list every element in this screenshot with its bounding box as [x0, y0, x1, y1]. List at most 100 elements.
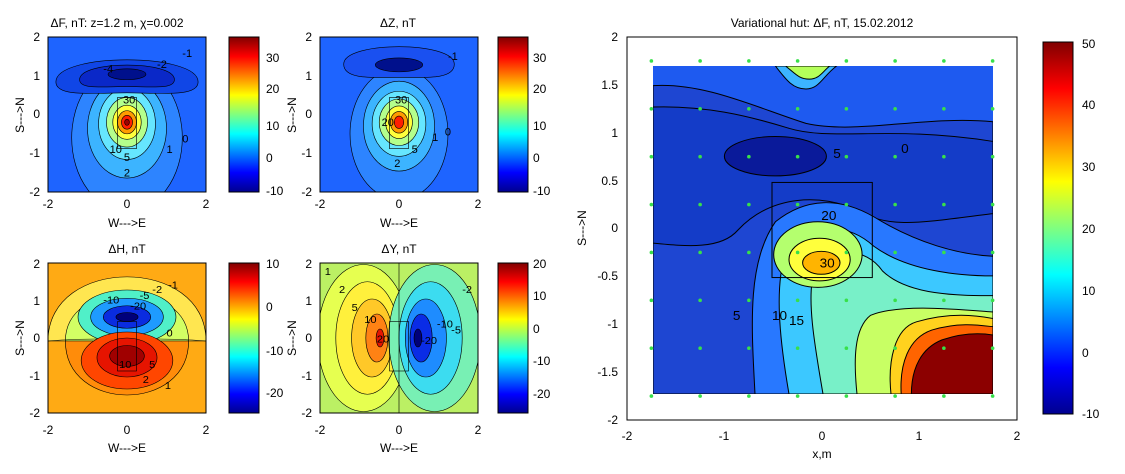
measurement-point [893, 59, 897, 63]
delta-h-contour-label: -2 [152, 284, 162, 296]
panel-delta-h-xaxis: -2 0 2 W--->E [43, 423, 210, 455]
hut-contour-label: 5 [833, 146, 841, 161]
panel-delta-h-colorbar: 10 0 -10 -20 [228, 257, 284, 414]
panel-variational-hut-yaxis: 2 1.5 1 0.5 0 -0.5 -1 -1.5 -2 S--->N [575, 30, 618, 427]
delta-f-contour [124, 118, 130, 126]
panel-delta-z-xaxis: -2 0 2 W--->E [315, 197, 482, 230]
delta-f-contour-label: 0 [182, 133, 188, 145]
x-tick-label: 0 [396, 423, 403, 437]
x-tick-label: 0 [819, 429, 826, 443]
delta-f-contour-label: 2 [124, 168, 130, 180]
panel-delta-f-xaxis: -2 0 2 W--->E [43, 197, 210, 230]
x-tick-label: 2 [1014, 429, 1021, 443]
x-axis-label: W--->E [380, 441, 418, 455]
panel-delta-z-title: ΔZ, nT [380, 16, 417, 30]
panel-delta-f-colorbar: 30 20 10 0 -10 [228, 36, 284, 198]
measurement-point [990, 346, 995, 350]
hut-contour-label: 20 [821, 208, 836, 223]
delta-z-contour-label: 2 [394, 158, 400, 170]
measurement-point [795, 154, 800, 159]
delta-f-body-outline [117, 97, 137, 149]
measurement-point [990, 250, 995, 255]
colorbar-tick-label: 50 [1082, 37, 1096, 51]
measurement-point [990, 202, 995, 207]
colorbar [228, 262, 260, 414]
y-tick-label: 1 [305, 69, 312, 83]
panel-variational-hut-title: Variational hut: ΔF, nT, 15.02.2012 [731, 16, 914, 30]
measurement-point [893, 346, 897, 350]
measurement-point [942, 298, 946, 303]
hut-contour-label: 5 [733, 308, 741, 323]
delta-z-contour-label: 30 [395, 95, 407, 107]
measurement-point [893, 250, 897, 255]
panel-variational-hut-xaxis: -2 -1 0 1 2 x,m [622, 429, 1021, 461]
measurement-point [844, 59, 849, 63]
y-tick-label: 2 [305, 257, 312, 271]
colorbar-tick-label: -10 [533, 354, 551, 368]
delta-f-contour-label: -4 [103, 64, 113, 76]
y-tick-label: 2 [33, 30, 40, 44]
measurement-point [893, 394, 897, 398]
delta-h-contour-label: 1 [165, 380, 171, 392]
measurement-point [942, 394, 946, 398]
hut-contour [784, 66, 831, 80]
measurement-point [698, 154, 702, 159]
y-axis-label: S--->N [13, 97, 27, 133]
measurement-point [698, 346, 702, 350]
colorbar-tick-label: 20 [266, 82, 280, 96]
y-axis-label: S--->N [285, 97, 299, 133]
measurement-point [942, 154, 946, 159]
measurement-point [942, 346, 946, 350]
colorbar-tick-label: -10 [1082, 407, 1100, 421]
colorbar-tick-label: 0 [533, 151, 540, 165]
y-tick-label: 1.5 [601, 78, 618, 92]
colorbar-tick-label: 30 [266, 51, 280, 65]
delta-z-contour-label: -1 [448, 51, 458, 63]
measurement-point [649, 250, 654, 255]
panel-delta-f-axes-box [47, 36, 207, 193]
x-tick-label: -2 [43, 423, 54, 437]
measurement-point [844, 107, 849, 111]
measurement-point [698, 394, 702, 398]
x-axis-label: W--->E [380, 216, 418, 230]
panel-variational-hut: Variational hut: ΔF, nT, 15.02.2012 [575, 16, 1100, 461]
hut-contour-label: 15 [789, 313, 804, 328]
measurement-points [649, 59, 995, 398]
measurement-point [990, 298, 995, 303]
delta-h-contour-label: -1 [168, 280, 178, 292]
y-tick-label: 1 [611, 126, 618, 140]
colorbar-tick-label: -20 [533, 387, 551, 401]
delta-h-contour-label: -20 [130, 301, 146, 313]
measurement-point [698, 202, 702, 207]
delta-y-contour-label: -10 [437, 319, 453, 331]
x-tick-label: 2 [203, 423, 210, 437]
delta-z-contour-label: 0 [445, 127, 451, 139]
panel-delta-z-yaxis: 2 1 0 -1 -2 S--->N [285, 30, 312, 199]
measurement-point [844, 394, 849, 398]
x-tick-label: 0 [124, 423, 131, 437]
hut-contour [653, 106, 993, 247]
measurement-point [747, 59, 751, 63]
measurement-point [893, 298, 897, 303]
measurement-point [698, 250, 702, 255]
panel-delta-y-yaxis: 2 1 0 -1 -2 S--->N [285, 257, 312, 420]
panel-delta-h-plot: -1 -2 -5 -10 -20 0 10 5 2 1 [47, 262, 207, 414]
y-tick-label: 0 [33, 331, 40, 345]
measurement-point [844, 298, 849, 303]
hut-contour-label: 10 [772, 308, 787, 323]
measurement-point [747, 394, 751, 398]
y-tick-label: -0.5 [597, 269, 618, 283]
x-tick-label: 0 [124, 197, 131, 211]
measurement-point [942, 107, 946, 111]
hut-contour [802, 250, 841, 275]
delta-f-contour-label: 30 [123, 95, 135, 107]
delta-z-contour-label: 5 [412, 144, 418, 156]
y-tick-label: -2 [301, 406, 312, 420]
measurement-point [698, 59, 702, 63]
y-tick-label: -1 [301, 369, 312, 383]
colorbar-tick-label: 20 [533, 257, 547, 271]
measurement-point [990, 59, 995, 63]
delta-z-contour-label: 1 [432, 132, 438, 144]
panel-variational-hut-axes-box [626, 36, 1018, 421]
measurement-point [747, 250, 751, 255]
